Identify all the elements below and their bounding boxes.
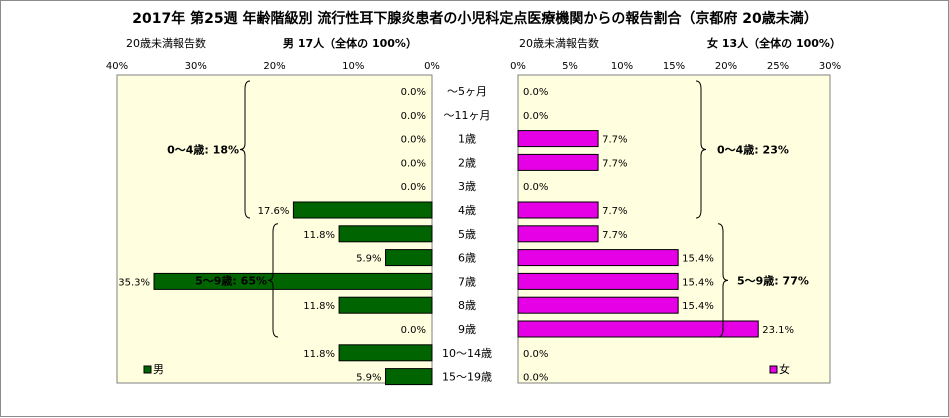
- right-value-label: 0.0%: [523, 373, 548, 384]
- left-bar: [385, 368, 433, 386]
- right-tick-label: 30%: [819, 61, 841, 72]
- left-tick-label: 40%: [106, 61, 128, 72]
- right-bar: [517, 130, 599, 148]
- legend: 男女: [143, 362, 790, 376]
- left-value-label: 0.0%: [401, 111, 426, 122]
- right-bar: [517, 296, 679, 314]
- category-label: 7歳: [458, 275, 476, 288]
- left-value-label: 0.0%: [401, 325, 426, 336]
- category-label: 6歳: [458, 252, 476, 265]
- category-label: 15～19歳: [442, 371, 492, 384]
- right-header-count: 20歳未満報告数: [519, 37, 599, 50]
- category-label: 1歳: [458, 133, 476, 146]
- left-group-label: 5～9歳: 65%: [195, 273, 267, 287]
- left-bar: [338, 296, 433, 314]
- right-value-labels: 0.0% 0.0% 7.7% 7.7% 0.0% 7.7% 7.7% 15.4% 15.4% 15…: [523, 87, 794, 384]
- left-value-label: 17.6%: [258, 206, 290, 217]
- right-group-brace: [695, 80, 707, 219]
- right-group-brace: [717, 223, 729, 338]
- category-labels: ～5ヶ月 ～11ヶ月 1歳 2歳 3歳 4歳 5歳 6歳 7歳 8歳 9歳 10～14歳 15～19歳: [442, 85, 492, 384]
- left-bars: [153, 201, 433, 386]
- left-value-label: 35.3%: [118, 277, 150, 288]
- left-tick-label: 10%: [342, 61, 364, 72]
- left-value-label: 5.9%: [356, 373, 381, 384]
- right-value-label: 0.0%: [523, 111, 548, 122]
- category-label: 4歳: [458, 204, 476, 217]
- right-value-label: 0.0%: [523, 349, 548, 360]
- right-header-sex: 女 13人（全体の 100%）: [707, 36, 841, 50]
- right-group-label: 0～4歳: 23%: [717, 143, 789, 157]
- left-bar: [338, 344, 433, 362]
- legend-label-male: 男: [153, 363, 164, 376]
- right-tick-label: 10%: [611, 61, 633, 72]
- right-bar: [517, 249, 679, 267]
- left-header-sex: 男 17人（全体の 100%）: [283, 36, 417, 50]
- left-value-label: 11.8%: [303, 230, 335, 241]
- right-value-label: 7.7%: [602, 135, 627, 146]
- right-axis-ticks: 0% 5% 10% 15% 20% 25% 30%: [510, 61, 841, 72]
- right-tick-label: 20%: [715, 61, 737, 72]
- right-value-label: 7.7%: [602, 206, 627, 217]
- group-braces: 0～4歳: 18% 5～9歳: 65% 0～4歳: 23% 5～9歳: 77%: [167, 80, 809, 338]
- category-label: 5歳: [458, 228, 476, 241]
- right-tick-label: 5%: [562, 61, 578, 72]
- left-tick-label: 20%: [263, 61, 285, 72]
- left-axis-ticks: 40% 30% 20% 10% 0%: [106, 61, 440, 72]
- right-group-label: 5～9歳: 77%: [737, 273, 809, 287]
- left-value-labels: 0.0% 0.0% 0.0% 0.0% 0.0% 17.6% 11.8% 5.9% 35.3% 1…: [118, 87, 426, 384]
- right-value-label: 7.7%: [602, 230, 627, 241]
- right-value-label: 7.7%: [602, 158, 627, 169]
- left-bar: [153, 272, 433, 290]
- right-value-label: 23.1%: [762, 325, 794, 336]
- left-bar: [338, 225, 433, 243]
- category-label: ～5ヶ月: [447, 85, 487, 98]
- right-bar: [517, 201, 599, 219]
- category-label: 8歳: [458, 299, 476, 312]
- right-tick-label: 15%: [663, 61, 685, 72]
- right-value-label: 15.4%: [682, 277, 714, 288]
- left-group-label: 0～4歳: 18%: [167, 143, 239, 157]
- right-value-label: 15.4%: [682, 254, 714, 265]
- left-value-label: 0.0%: [401, 158, 426, 169]
- left-group-brace: [267, 223, 279, 338]
- left-value-label: 0.0%: [401, 87, 426, 98]
- right-value-label: 0.0%: [523, 182, 548, 193]
- legend-swatch-male: [143, 365, 152, 374]
- right-bar: [517, 272, 679, 290]
- legend-swatch-female: [769, 365, 778, 374]
- left-value-label: 0.0%: [401, 182, 426, 193]
- category-label: ～11ヶ月: [444, 109, 491, 122]
- chart-title: 2017年 第25週 年齢階級別 流行性耳下腺炎患者の小児科定点医療機関からの報…: [132, 10, 817, 27]
- right-bars: [517, 130, 759, 338]
- legend-label-female: 女: [779, 362, 790, 376]
- right-tick-label: 0%: [510, 61, 526, 72]
- right-bar: [517, 225, 599, 243]
- category-label: 9歳: [458, 323, 476, 336]
- left-group-brace: [239, 80, 251, 219]
- category-label: 2歳: [458, 156, 476, 169]
- right-value-label: 15.4%: [682, 301, 714, 312]
- left-value-label: 11.8%: [303, 349, 335, 360]
- left-bar: [292, 201, 433, 219]
- left-tick-label: 30%: [185, 61, 207, 72]
- left-header-count: 20歳未満報告数: [126, 37, 206, 50]
- right-bar: [517, 153, 599, 171]
- category-label: 10～14歳: [442, 347, 492, 360]
- right-tick-label: 25%: [767, 61, 789, 72]
- left-tick-label: 0%: [424, 61, 440, 72]
- right-bar: [517, 320, 759, 338]
- left-bar: [385, 249, 433, 267]
- right-value-label: 0.0%: [523, 87, 548, 98]
- category-label: 3歳: [458, 180, 476, 193]
- left-value-label: 0.0%: [401, 135, 426, 146]
- left-value-label: 11.8%: [303, 301, 335, 312]
- left-value-label: 5.9%: [356, 254, 381, 265]
